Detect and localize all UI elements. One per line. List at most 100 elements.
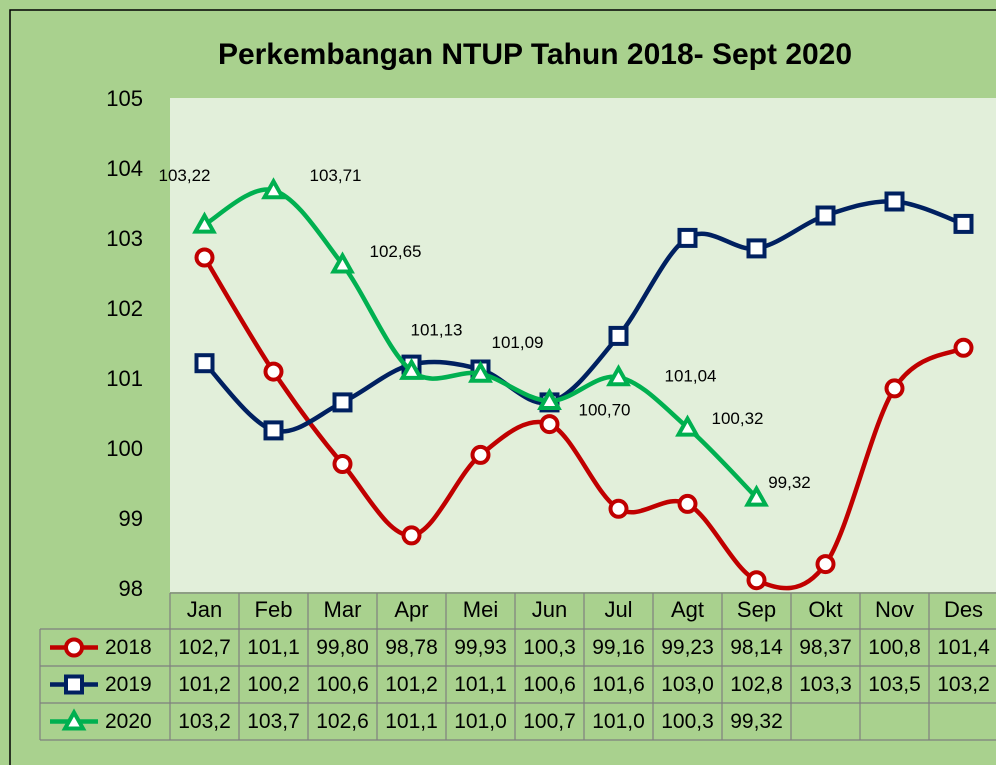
table-cell: 100,3 [661,710,714,733]
data-label: 103,22 [159,166,211,185]
x-tick-label: Apr [394,597,428,622]
x-tick-label: Sep [737,597,776,622]
data-label: 101,04 [665,367,717,386]
table-cell: 103,2 [178,710,231,733]
table-cell: 101,1 [385,710,438,733]
table-cell: 101,6 [592,673,645,696]
data-point [606,364,631,387]
y-tick-label: 100 [106,436,143,461]
table-cell: 99,16 [592,636,645,659]
data-label: 103,71 [310,166,362,185]
table-cell: 101,2 [385,673,438,696]
table-cell: 101,4 [937,636,990,659]
chart-title: Perkembangan NTUP Tahun 2018- Sept 2020 [218,38,852,71]
table-cell: 101,0 [592,710,645,733]
x-tick-label: Okt [808,597,842,622]
data-point [677,493,698,514]
data-point [261,177,286,200]
y-tick-label: 102 [106,296,143,321]
table-cell: 103,3 [799,673,852,696]
data-point [746,238,767,259]
table-cell: 99,23 [661,636,714,659]
legend-marker [64,674,84,695]
data-point [332,454,353,474]
table-cell: 101,0 [454,710,507,733]
data-point [953,213,974,234]
table-cell: 100,7 [523,710,576,733]
data-point [884,378,905,399]
y-tick-label: 103 [106,226,143,251]
data-table: Jan Feb Mar Apr Mei Jun Jul Agt Sep Okt Nov Des [39,592,996,741]
data-point [468,360,493,383]
table-cell: 103,2 [937,673,990,696]
data-point [194,247,215,268]
x-tick-label: Mei [463,597,498,622]
table-cell: 101,2 [178,673,231,696]
data-point [332,392,353,413]
table-cell: 103,7 [247,710,300,733]
data-point [537,387,562,410]
table-cell: 102,8 [730,673,783,696]
data-point [953,337,974,358]
chart-border [9,9,996,765]
data-point [815,205,836,226]
data-point [330,251,355,274]
x-tick-label: Jul [604,597,632,622]
data-point [608,498,629,519]
table-cell: 101,1 [247,636,300,659]
y-tick-label: 104 [106,156,143,181]
data-point [399,357,424,380]
table-cell: 100,8 [868,636,921,659]
legend-label: 2020 [105,710,152,733]
table-cell: 100,3 [523,636,576,659]
legend-marker [61,708,87,731]
y-tick-label: 99 [119,506,143,531]
data-point [263,420,284,441]
plot-area [170,98,996,592]
x-tick-label: Feb [255,597,293,622]
x-tick-label: Nov [875,597,914,622]
data-point [746,570,767,591]
table-cell: 100,6 [316,673,369,696]
table-cell: 103,0 [661,673,714,696]
table-cell: 98,37 [799,636,852,659]
data-label: 99,32 [768,473,811,492]
series-line [202,256,965,591]
data-point [470,444,491,465]
data-point [192,211,217,234]
y-tick-label: 105 [106,86,143,111]
table-cell: 102,7 [178,636,231,659]
data-label: 100,32 [712,409,764,428]
table-cell: 99,93 [454,636,507,659]
table-cell: 100,2 [247,673,300,696]
data-point [677,227,698,248]
table-cell: 102,6 [316,710,369,733]
table-cell: 98,14 [730,636,783,659]
data-point [539,414,560,435]
data-label: 100,70 [579,400,631,419]
data-point [401,525,422,546]
data-point [815,554,836,575]
table-cell: 99,80 [316,636,369,659]
table-cell: 101,1 [454,673,507,696]
x-tick-label: Mar [324,597,362,622]
y-tick-label: 98 [119,576,143,601]
x-tick-label: Des [944,597,983,622]
data-point [744,484,769,507]
x-tick-label: Agt [671,597,704,622]
data-label: 102,65 [370,242,422,261]
data-label: 101,13 [411,320,463,339]
data-point [675,414,700,437]
table-cell: 98,78 [385,636,438,659]
data-point [608,325,629,346]
table-cell: 100,6 [523,673,576,696]
x-tick-label: Jun [532,597,567,622]
table-cell: 99,32 [730,710,783,733]
data-point [263,361,284,382]
data-point [194,353,215,374]
legend-marker [64,637,84,658]
table-cell: 103,5 [868,673,921,696]
legend-label: 2018 [105,636,152,659]
y-tick-label: 101 [106,366,143,391]
